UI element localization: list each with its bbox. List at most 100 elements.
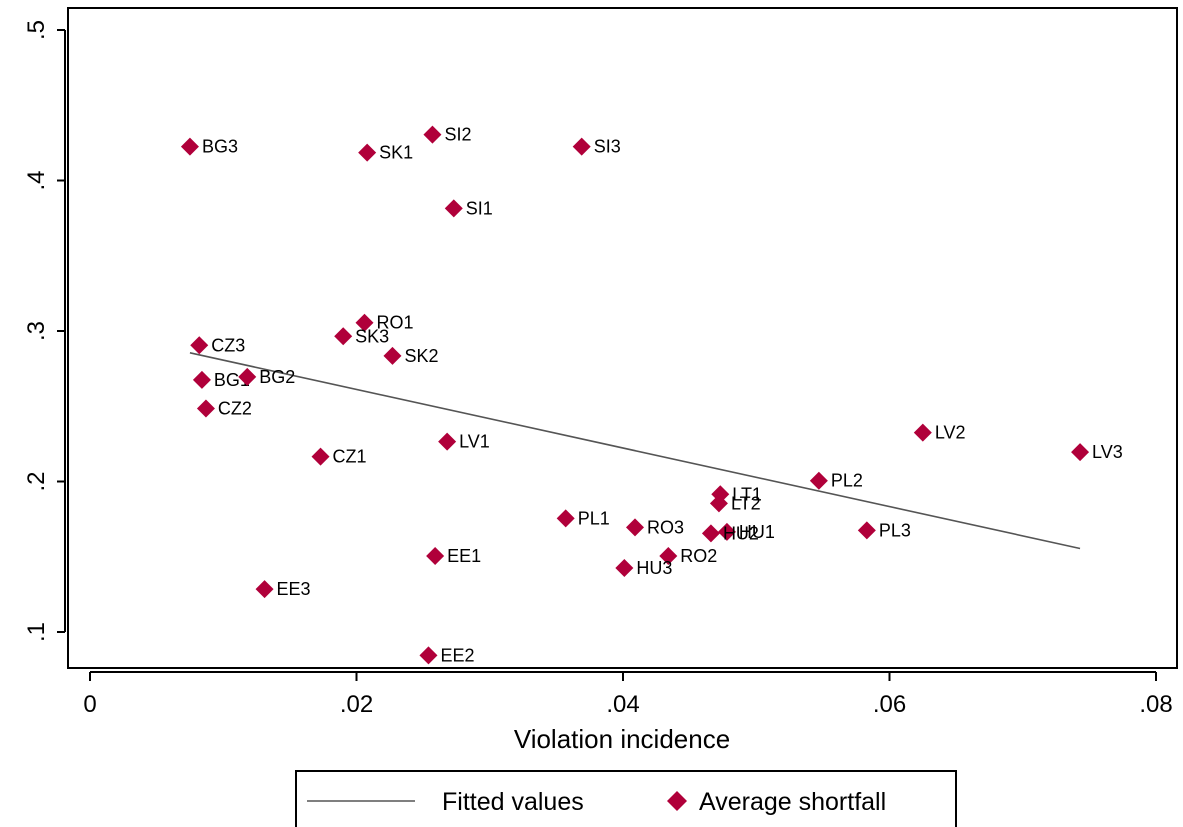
data-point-ro1: RO1 (355, 313, 414, 333)
point-label: HU2 (723, 523, 759, 543)
data-point-lv3: LV3 (1071, 442, 1123, 462)
point-label: SI2 (444, 125, 471, 145)
point-marker (426, 546, 445, 565)
y-tick-label: .1 (23, 622, 50, 642)
point-marker (180, 137, 199, 156)
point-label: PL3 (879, 520, 911, 540)
point-label: LT1 (732, 484, 762, 504)
data-point-ee3: EE3 (255, 579, 311, 599)
x-tick-label: .08 (1139, 691, 1172, 718)
point-label: PL1 (578, 508, 610, 528)
legend: Fitted values Average shortfall (295, 770, 957, 827)
point-label: EE3 (277, 579, 311, 599)
data-point-bg3: BG3 (180, 137, 238, 157)
point-marker (913, 423, 932, 442)
data-point-lt2: LT2 (709, 493, 761, 513)
data-point-hu2: HU2 (701, 523, 759, 543)
point-label: LV1 (459, 432, 490, 452)
point-marker (701, 524, 720, 543)
point-marker (255, 580, 274, 599)
data-point-pl1: PL1 (556, 508, 610, 528)
point-label: SK3 (355, 326, 389, 346)
legend-label-average-shortfall: Average shortfall (699, 788, 886, 816)
legend-box (295, 770, 957, 827)
point-marker (857, 521, 876, 540)
data-point-si3: SI3 (572, 137, 621, 157)
x-tick-label: .04 (606, 691, 639, 718)
fitted-values-line (189, 352, 1081, 550)
x-tick-label: .06 (873, 691, 906, 718)
point-marker (438, 432, 457, 451)
data-point-hu1: HU1 (717, 522, 775, 542)
data-point-pl2: PL2 (809, 471, 863, 491)
data-point-si1: SI1 (444, 198, 493, 218)
point-marker (358, 143, 377, 162)
data-point-lv2: LV2 (913, 423, 966, 443)
point-label: RO3 (647, 517, 684, 537)
legend-label-fitted-values: Fitted values (442, 788, 584, 816)
x-tick-label: .02 (340, 691, 373, 718)
point-marker (572, 137, 591, 156)
point-marker (196, 399, 215, 418)
point-label: LT2 (731, 493, 761, 513)
point-marker (625, 518, 644, 537)
point-label: SI3 (594, 137, 621, 157)
data-point-lv1: LV1 (438, 432, 490, 452)
data-point-bg2: BG2 (238, 367, 295, 387)
y-tick-label: .5 (23, 20, 50, 40)
point-label: HU1 (739, 522, 775, 542)
data-point-si2: SI2 (423, 125, 471, 145)
point-label: EE1 (447, 546, 481, 566)
data-point-ee1: EE1 (426, 546, 481, 566)
point-marker (556, 509, 575, 528)
point-marker (190, 336, 209, 355)
point-marker (311, 447, 330, 466)
point-marker (334, 327, 353, 346)
point-label: BG3 (202, 137, 238, 157)
legend-marker-swatch (667, 791, 687, 811)
point-label: SI1 (466, 198, 493, 218)
point-label: RO1 (376, 313, 413, 333)
point-label: SK2 (404, 346, 438, 366)
point-marker (1071, 443, 1090, 462)
point-label: CZ3 (211, 335, 245, 355)
point-marker (709, 494, 728, 513)
data-point-ro3: RO3 (625, 517, 684, 537)
point-label: CZ2 (218, 399, 252, 419)
data-point-cz2: CZ2 (196, 399, 252, 419)
point-label: SK1 (379, 143, 413, 163)
plot-frame (67, 7, 1178, 669)
point-marker (419, 646, 438, 665)
data-point-ee2: EE2 (419, 645, 474, 665)
data-point-hu3: HU3 (615, 558, 672, 578)
point-label: HU3 (636, 558, 672, 578)
data-point-cz1: CZ1 (311, 447, 367, 467)
point-marker (615, 559, 634, 578)
x-axis-title: Violation incidence (514, 724, 730, 754)
point-label: BG2 (259, 367, 295, 387)
data-point-sk1: SK1 (358, 143, 413, 163)
point-label: LV3 (1092, 442, 1123, 462)
point-label: EE2 (440, 645, 474, 665)
point-label: PL2 (831, 471, 863, 491)
x-axis-ticks: 0 .02 .04 .06 .08 (83, 672, 1173, 718)
point-marker (355, 313, 374, 332)
x-tick-label: 0 (83, 691, 96, 718)
y-axis-ticks: .1 .2 .3 .4 .5 (23, 20, 65, 642)
point-label: LV2 (935, 423, 966, 443)
data-point-cz3: CZ3 (190, 335, 245, 355)
point-marker (717, 522, 736, 541)
point-marker (383, 346, 402, 365)
point-label: CZ1 (333, 447, 367, 467)
data-point-ro2: RO2 (659, 546, 717, 566)
point-marker (809, 471, 828, 490)
point-marker (423, 125, 442, 144)
data-point-pl3: PL3 (857, 520, 911, 540)
data-point-sk2: SK2 (383, 346, 439, 366)
point-marker (659, 546, 678, 565)
point-marker (192, 370, 211, 389)
point-marker (444, 199, 463, 218)
data-point-sk3: SK3 (334, 326, 389, 346)
